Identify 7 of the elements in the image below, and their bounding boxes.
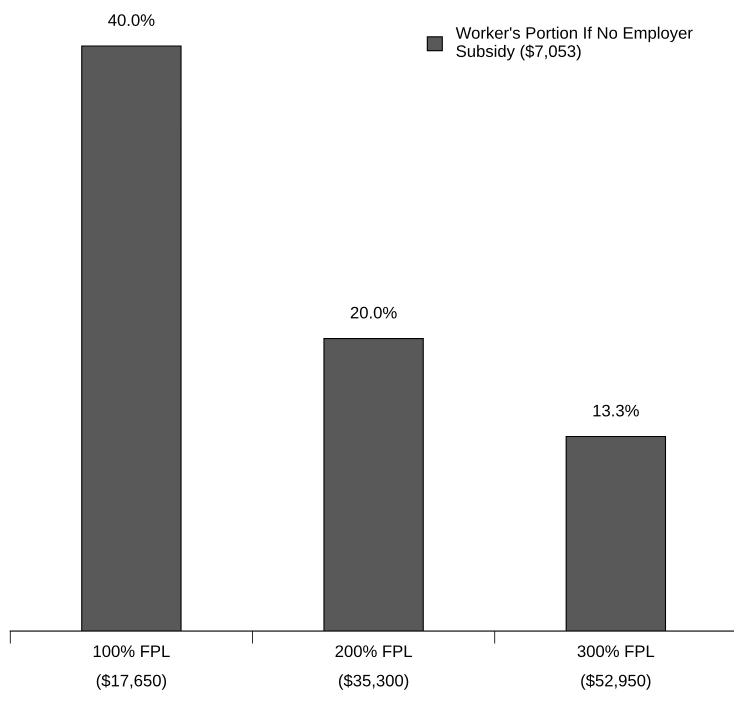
data-label: 20.0%: [350, 306, 397, 319]
data-label: 40.0%: [108, 14, 154, 26]
x-tick-label: 100% FPL ($17,650): [94, 645, 170, 690]
legend-label: Worker's Portion If No Employer Subsidy ($7,053): [456, 26, 693, 60]
x-tick-label: 200% FPL ($35,300): [336, 645, 412, 690]
x-tick-label: 300% FPL ($52,950): [578, 645, 654, 690]
data-label: 13.3%: [593, 404, 639, 417]
